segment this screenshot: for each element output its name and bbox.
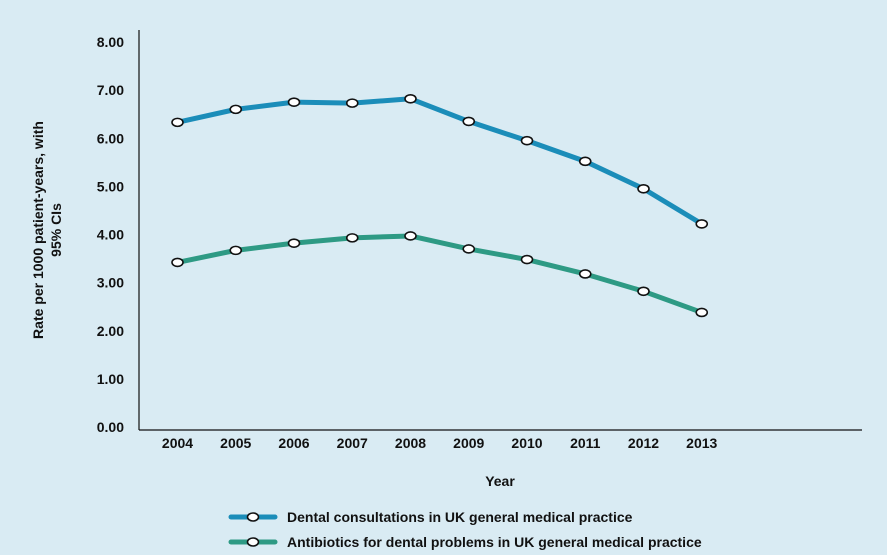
y-axis-title-line2: 95% CIs <box>48 203 64 257</box>
x-tick-label: 2005 <box>220 435 251 451</box>
y-tick-label: 2.00 <box>97 323 124 339</box>
y-tick-label: 4.00 <box>97 227 124 243</box>
x-tick-label: 2006 <box>278 435 309 451</box>
legend-item-2: Antibiotics for dental problems in UK ge… <box>228 534 702 550</box>
axes <box>138 30 862 431</box>
x-tick-label: 2013 <box>686 435 717 451</box>
y-tick-label: 5.00 <box>97 178 124 194</box>
data-point <box>229 104 243 115</box>
y-tick-label: 8.00 <box>97 34 124 50</box>
y-tick-label: 3.00 <box>97 275 124 291</box>
x-axis-title: Year <box>485 473 515 489</box>
data-point <box>462 116 476 127</box>
data-point <box>578 156 592 167</box>
data-point <box>578 269 592 279</box>
x-tick-label: 2011 <box>570 435 601 451</box>
y-tick-label: 6.00 <box>97 130 124 146</box>
x-tick-labels: 2004 2005 2006 2007 2008 2009 2010 2011 2012 2013 <box>162 435 718 451</box>
data-point <box>520 254 534 265</box>
y-tick-label: 0.00 <box>97 419 124 435</box>
data-point <box>404 231 417 241</box>
data-point <box>171 257 184 268</box>
data-point <box>520 135 534 146</box>
x-tick-label: 2007 <box>337 435 368 451</box>
data-point <box>637 183 650 194</box>
legend-marker <box>246 537 260 547</box>
data-point <box>287 97 301 107</box>
y-axis-title-line1: Rate per 1000 patient-years, with <box>30 121 46 339</box>
data-point <box>345 233 359 243</box>
y-axis-title: Rate per 1000 patient-years, with 95% CI… <box>30 121 64 339</box>
legend-label: Dental consultations in UK general medic… <box>287 509 633 525</box>
data-point <box>229 245 243 256</box>
y-tick-label: 7.00 <box>97 82 124 98</box>
data-point <box>695 307 709 318</box>
x-tick-label: 2004 <box>162 435 193 451</box>
data-point <box>695 219 709 229</box>
data-point <box>287 238 301 248</box>
data-point <box>637 286 650 297</box>
y-tick-labels: 0.00 1.00 2.00 3.00 4.00 5.00 6.00 7.00 8.00 <box>97 34 124 435</box>
x-tick-label: 2010 <box>511 435 542 451</box>
series-line-2 <box>175 233 705 315</box>
data-point <box>171 117 184 128</box>
data-point <box>462 244 476 254</box>
legend-marker <box>246 512 260 522</box>
legend-label: Antibiotics for dental problems in UK ge… <box>287 534 702 550</box>
legend-item-1: Dental consultations in UK general medic… <box>228 509 633 525</box>
x-tick-label: 2009 <box>453 435 484 451</box>
y-tick-label: 1.00 <box>97 371 124 387</box>
x-tick-label: 2008 <box>395 435 426 451</box>
data-point <box>345 98 359 108</box>
legend: Dental consultations in UK general medic… <box>228 509 702 550</box>
x-tick-label: 2012 <box>628 435 659 451</box>
series-line-1 <box>175 96 705 227</box>
data-point <box>404 93 417 104</box>
series-layer <box>171 93 709 318</box>
